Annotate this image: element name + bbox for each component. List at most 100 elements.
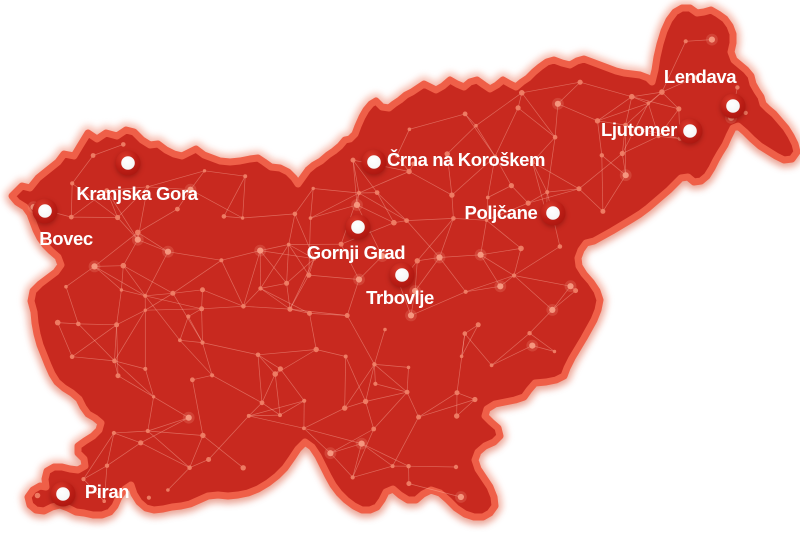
city-marker-lendava[interactable] bbox=[720, 93, 746, 119]
network-line bbox=[494, 156, 512, 186]
network-line bbox=[106, 190, 139, 240]
network-line bbox=[83, 432, 115, 480]
network-dot bbox=[414, 258, 420, 264]
network-line bbox=[114, 360, 119, 376]
network-line bbox=[513, 275, 571, 287]
network-dot bbox=[143, 308, 147, 312]
network-line bbox=[92, 144, 124, 156]
network-line bbox=[223, 216, 243, 219]
network-line bbox=[116, 309, 146, 326]
network-dot bbox=[530, 159, 535, 165]
network-dot bbox=[278, 413, 282, 418]
network-dot bbox=[112, 358, 117, 364]
network-dot bbox=[463, 289, 468, 294]
network-line bbox=[223, 176, 246, 217]
network-dot bbox=[200, 287, 205, 293]
network-dot bbox=[412, 287, 419, 295]
network-dot bbox=[350, 157, 356, 163]
network-line bbox=[557, 103, 598, 122]
network-line bbox=[70, 183, 73, 218]
network-line bbox=[456, 392, 476, 400]
network-dot bbox=[104, 463, 110, 468]
network-dot bbox=[567, 283, 574, 290]
network-line bbox=[446, 125, 477, 155]
network-line bbox=[57, 322, 79, 325]
marker-core bbox=[121, 156, 135, 170]
network-dot bbox=[623, 122, 628, 128]
network-dot bbox=[143, 366, 148, 371]
network-line bbox=[461, 333, 466, 357]
network-line bbox=[309, 313, 317, 350]
network-dot bbox=[246, 413, 251, 418]
network-line bbox=[167, 467, 190, 491]
network-line bbox=[658, 135, 680, 139]
network-line bbox=[248, 414, 281, 417]
network-line bbox=[475, 125, 496, 157]
network-line bbox=[94, 265, 124, 267]
network-dot bbox=[164, 248, 172, 255]
city-marker-poljcane[interactable] bbox=[540, 200, 566, 226]
network-line bbox=[529, 309, 553, 334]
network-dot bbox=[186, 314, 191, 319]
network-line bbox=[621, 153, 627, 176]
network-line bbox=[289, 274, 310, 310]
network-line bbox=[647, 103, 659, 137]
network-line bbox=[661, 91, 680, 110]
network-dot bbox=[178, 338, 182, 343]
city-label-piran: Piran bbox=[84, 481, 130, 502]
network-line bbox=[376, 192, 407, 221]
network-line bbox=[221, 260, 244, 307]
city-marker-gornji-grad[interactable] bbox=[345, 214, 371, 240]
network-line bbox=[78, 323, 117, 326]
network-line bbox=[439, 257, 466, 293]
city-label-crna-na-koroskem: Črna na Koroškem bbox=[386, 149, 546, 170]
network-line bbox=[451, 156, 496, 196]
city-marker-ljutomer[interactable] bbox=[677, 118, 703, 144]
network-dot bbox=[656, 134, 661, 139]
network-dot bbox=[743, 110, 748, 115]
network-line bbox=[648, 91, 663, 104]
city-marker-trbovlje[interactable] bbox=[389, 262, 415, 288]
network-dot bbox=[554, 100, 562, 107]
network-line bbox=[625, 96, 633, 126]
network-line bbox=[117, 375, 154, 398]
network-line bbox=[257, 349, 317, 356]
network-dot bbox=[70, 181, 75, 186]
network-line bbox=[494, 107, 519, 157]
network-line bbox=[578, 188, 604, 212]
network-line bbox=[410, 290, 416, 316]
network-dot bbox=[454, 390, 460, 396]
network-dot bbox=[241, 304, 246, 309]
network-dot bbox=[373, 381, 378, 386]
network-dot bbox=[416, 414, 422, 420]
network-line bbox=[511, 185, 529, 204]
network-dot bbox=[119, 288, 124, 292]
city-marker-bovec[interactable] bbox=[32, 198, 58, 224]
network-dot bbox=[407, 312, 415, 319]
network-dot bbox=[692, 75, 698, 80]
network-line bbox=[439, 254, 481, 258]
network-line bbox=[147, 170, 205, 188]
city-marker-piran[interactable] bbox=[50, 481, 76, 507]
network-line bbox=[248, 415, 304, 429]
network-dot bbox=[187, 465, 192, 471]
network-line bbox=[392, 416, 419, 467]
network-dot bbox=[545, 190, 550, 195]
network-line bbox=[103, 465, 108, 502]
network-dot bbox=[121, 142, 126, 147]
network-dot bbox=[395, 153, 399, 158]
network-line bbox=[286, 244, 290, 284]
city-marker-crna-na-koroskem[interactable] bbox=[361, 149, 387, 175]
network-line bbox=[631, 96, 649, 104]
network-line bbox=[116, 324, 119, 376]
network-line bbox=[661, 77, 696, 93]
network-line bbox=[480, 248, 522, 256]
network-line bbox=[554, 103, 559, 138]
city-marker-kranjska-gora[interactable] bbox=[115, 150, 141, 176]
network-line bbox=[288, 244, 315, 260]
network-line bbox=[153, 396, 189, 419]
marker-core bbox=[683, 124, 697, 138]
network-line bbox=[532, 345, 555, 352]
network-dot bbox=[143, 293, 148, 298]
network-dot bbox=[594, 118, 601, 124]
